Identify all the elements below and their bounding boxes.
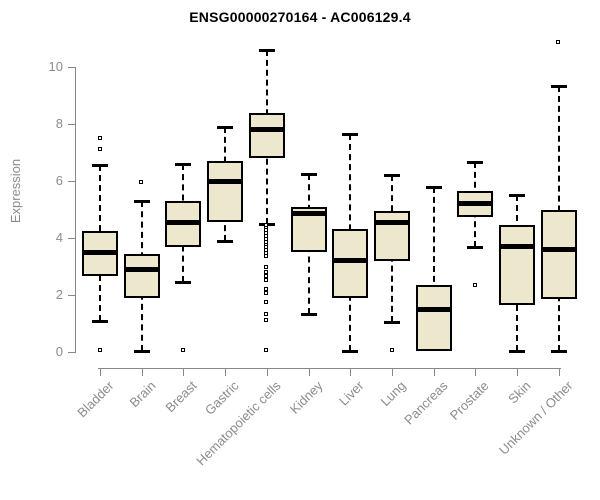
whisker-cap-lower — [133, 349, 150, 353]
x-tick — [266, 368, 268, 376]
x-tick — [183, 368, 185, 376]
y-tick-label: 6 — [55, 173, 63, 188]
whisker-cap-lower — [550, 349, 567, 353]
median-line — [457, 201, 494, 207]
median-line — [415, 306, 452, 312]
outlier-point — [264, 291, 269, 296]
whisker-cap-lower — [217, 239, 234, 243]
x-tick — [558, 368, 560, 376]
box — [248, 112, 285, 159]
x-tick — [392, 368, 394, 376]
x-tick — [517, 368, 519, 376]
whisker-cap-lower — [509, 349, 526, 353]
box — [415, 285, 452, 351]
median-line — [499, 244, 536, 250]
x-axis-line — [98, 368, 561, 369]
outlier-point — [180, 348, 185, 353]
median-line — [374, 219, 411, 225]
whisker-cap-upper — [384, 174, 401, 178]
whisker-cap-lower — [467, 245, 484, 249]
x-tick — [225, 368, 227, 376]
y-axis-line — [75, 67, 76, 353]
x-tick — [141, 368, 143, 376]
y-tick — [68, 124, 76, 125]
whisker-cap-upper — [258, 48, 275, 52]
outlier-point — [264, 318, 269, 323]
whisker-cap-lower — [92, 319, 108, 323]
outlier-point — [264, 269, 269, 274]
outlier-point — [97, 135, 102, 140]
whisker-cap-upper — [217, 125, 234, 129]
y-tick-label: 0 — [55, 344, 63, 359]
outlier-point — [264, 278, 269, 283]
box — [499, 225, 536, 305]
whisker-cap-upper — [467, 161, 484, 165]
whisker-cap-lower — [342, 349, 359, 353]
median-line — [248, 127, 285, 133]
median-line — [165, 219, 202, 225]
chart-title: ENSG00000270164 - AC006129.4 — [189, 9, 411, 25]
box — [374, 210, 411, 261]
x-tick — [100, 368, 101, 376]
box — [207, 161, 244, 223]
whisker-cap-upper — [342, 132, 359, 136]
outlier-point — [264, 299, 269, 304]
outlier-point — [472, 282, 477, 287]
median-line — [332, 258, 369, 264]
outlier-point — [264, 265, 269, 270]
outlier-point — [264, 286, 269, 291]
median-line — [290, 211, 327, 217]
whisker-cap-upper — [92, 164, 108, 168]
outlier-point — [264, 254, 269, 259]
outlier-point — [556, 40, 561, 45]
whisker-cap-upper — [133, 199, 150, 203]
whisker-cap-upper — [509, 194, 526, 198]
outlier-point — [264, 273, 269, 278]
median-line — [207, 178, 244, 184]
whisker-cap-lower — [175, 281, 192, 285]
outlier-point — [139, 179, 144, 184]
box — [123, 253, 160, 298]
y-axis-label: Expression — [8, 158, 23, 224]
y-tick-label: 4 — [55, 230, 63, 245]
outlier-point — [264, 348, 269, 353]
whisker-line — [432, 186, 435, 351]
y-tick — [68, 295, 76, 296]
box — [332, 229, 369, 298]
y-tick-label: 10 — [48, 59, 63, 74]
whisker-cap-upper — [550, 84, 567, 88]
whisker-cap-upper — [300, 172, 317, 176]
outlier-point — [389, 348, 394, 353]
y-tick-label: 8 — [55, 116, 63, 131]
whisker-cap-lower — [300, 312, 317, 316]
outlier-point — [264, 312, 269, 317]
y-tick — [68, 181, 76, 182]
whisker-cap-upper — [175, 162, 192, 166]
x-tick — [350, 368, 352, 376]
outlier-point — [97, 348, 102, 353]
whisker-cap-upper — [425, 185, 442, 189]
x-tick — [308, 368, 310, 376]
median-line — [82, 249, 118, 255]
y-tick — [68, 67, 76, 68]
outlier-point — [97, 147, 102, 152]
box — [540, 209, 577, 300]
y-tick-label: 2 — [55, 287, 63, 302]
median-line — [540, 246, 577, 252]
y-tick — [68, 238, 76, 239]
x-tick — [433, 368, 435, 376]
whisker-cap-lower — [384, 321, 401, 325]
median-line — [123, 266, 160, 272]
x-tick — [475, 368, 477, 376]
y-tick — [68, 352, 76, 353]
